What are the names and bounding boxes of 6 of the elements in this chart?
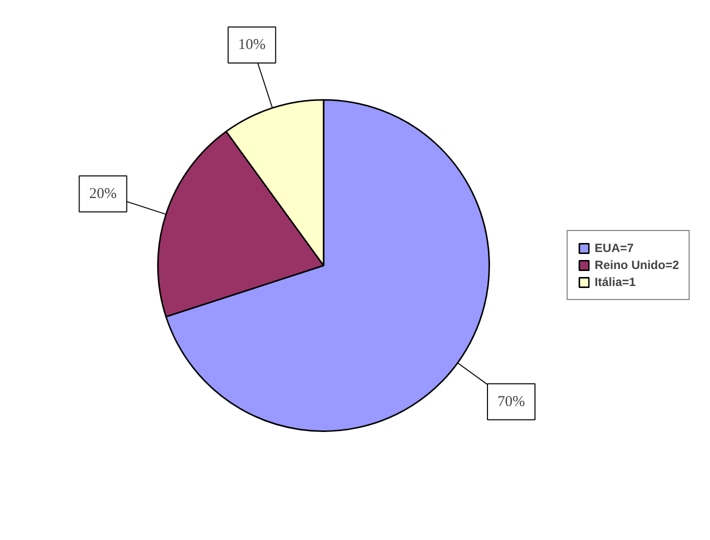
legend-label: Reino Unido=2	[594, 258, 679, 272]
legend-label: EUA=7	[594, 241, 634, 255]
data-label: 70%	[497, 394, 525, 410]
data-label: 10%	[238, 36, 266, 53]
data-label: 20%	[89, 186, 117, 202]
legend-label: Itália=1	[594, 275, 636, 289]
